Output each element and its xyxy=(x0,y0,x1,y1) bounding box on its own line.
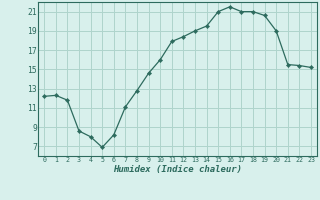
X-axis label: Humidex (Indice chaleur): Humidex (Indice chaleur) xyxy=(113,165,242,174)
